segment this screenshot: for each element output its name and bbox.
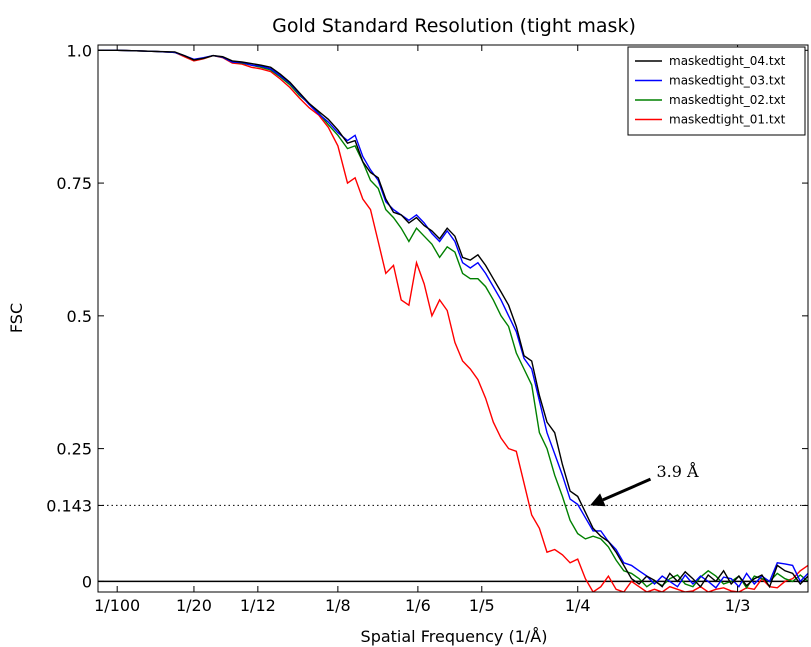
y-tick-label: 0.25 <box>56 440 92 459</box>
y-tick-label: 0.5 <box>67 307 92 326</box>
plot-area: 1/100 1/20 1/12 1/8 1/6 1/5 1/4 1/3 0 0.143 0.25 0.… <box>46 41 809 615</box>
legend-label: maskedtight_04.txt <box>669 54 786 68</box>
series-line <box>98 49 808 589</box>
annotation-arrow-head <box>590 493 606 507</box>
series-lines <box>98 49 808 592</box>
series-line <box>98 49 808 592</box>
legend-label: maskedtight_01.txt <box>669 113 786 127</box>
legend-label: maskedtight_03.txt <box>669 74 786 88</box>
y-tick-label: 0.75 <box>56 174 92 193</box>
annotation-label: 3.9 Å <box>656 461 699 481</box>
plot-frame <box>97 44 809 593</box>
x-tick-label: 1/3 <box>725 596 751 615</box>
y-tick-label: 0 <box>82 572 92 591</box>
x-tick-label: 1/12 <box>240 596 276 615</box>
annotation-arrow-shaft <box>602 477 652 502</box>
y-tick-label: 0.143 <box>46 496 92 515</box>
x-tick-label: 1/20 <box>176 596 212 615</box>
x-tick-label: 1/5 <box>469 596 495 615</box>
series-line <box>98 49 808 590</box>
x-tick-label: 1/100 <box>94 596 140 615</box>
y-tick-label: 1.0 <box>67 41 92 60</box>
x-axis-label: Spatial Frequency (1/Å) <box>361 627 548 646</box>
y-axis-label: FSC <box>7 303 26 333</box>
x-tick-label: 1/8 <box>325 596 351 615</box>
x-tick-label: 1/6 <box>405 596 431 615</box>
legend: maskedtight_04.txt maskedtight_03.txtmask… <box>627 46 806 136</box>
series-line <box>98 49 808 589</box>
x-tick-label: 1/4 <box>565 596 591 615</box>
chart-title: Gold Standard Resolution (tight mask) <box>272 15 636 37</box>
legend-label: maskedtight_02.txt <box>669 93 786 107</box>
